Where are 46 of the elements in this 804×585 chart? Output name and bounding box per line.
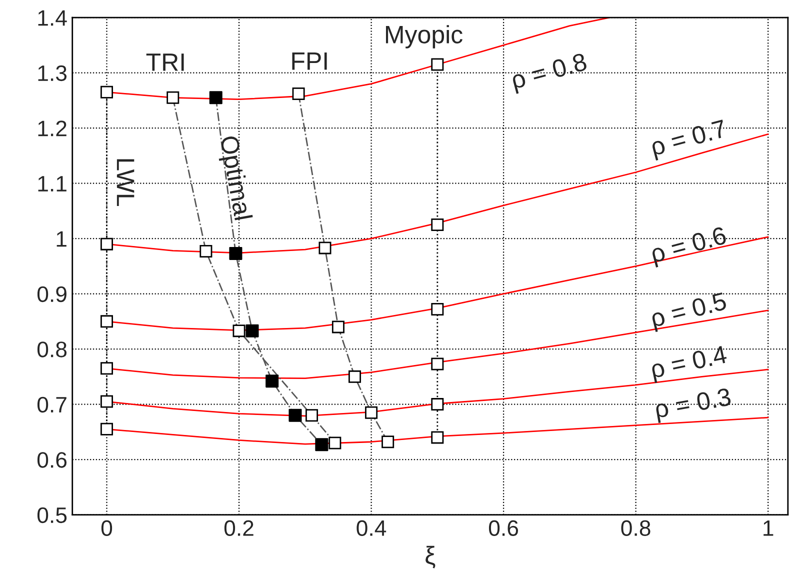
text: ρ = 0.3 [654,388,732,423]
series-label: FPI [292,52,327,70]
series-label: TRI [146,54,184,71]
x-tick-label: 0 [101,520,112,536]
point [431,431,444,444]
point [100,86,113,98]
x-tick-label: 0.6 [488,520,518,536]
y-tick-label: 0.8 [37,342,67,358]
text: ρ = 0.6 [650,226,728,268]
point [288,408,302,422]
point [431,398,444,411]
point [431,358,444,370]
point [100,315,113,328]
point [209,91,222,104]
point [246,324,259,338]
point [100,238,113,250]
y-tick-label: 1 [56,231,66,247]
x-tick-label: 1 [764,520,774,536]
text: ρ = 0.4 [650,345,729,384]
point [431,58,444,71]
point [100,362,113,375]
text: ρ = 0.5 [650,292,728,332]
x-axis-title: ξ [426,546,436,568]
x-tick-label: 0.4 [356,520,386,536]
point [315,438,328,452]
x-tick-label: 0.8 [621,520,650,536]
point [431,303,444,316]
text: ρ = 0.8 [510,52,589,94]
point [431,218,444,231]
y-tick-label: 0.6 [37,452,67,468]
y-tick-label: 0.7 [37,396,66,413]
point [100,422,113,436]
y-tick-label: 1.4 [38,10,67,26]
y-tick-label: 1.2 [38,120,66,136]
y-tick-label: 0.5 [37,507,67,524]
y-tick-label: 0.9 [37,286,66,302]
point [100,395,113,408]
y-tick-label: 1.1 [38,176,66,192]
point [266,374,279,388]
y-tick-label: 1.3 [38,65,67,82]
series-label: Myopic [386,25,462,48]
text: Optimal [215,135,253,222]
x-tick-label: 0.2 [224,520,254,536]
text: LWL [116,159,134,206]
point [229,246,242,260]
text: ρ = 0.7 [650,119,728,161]
